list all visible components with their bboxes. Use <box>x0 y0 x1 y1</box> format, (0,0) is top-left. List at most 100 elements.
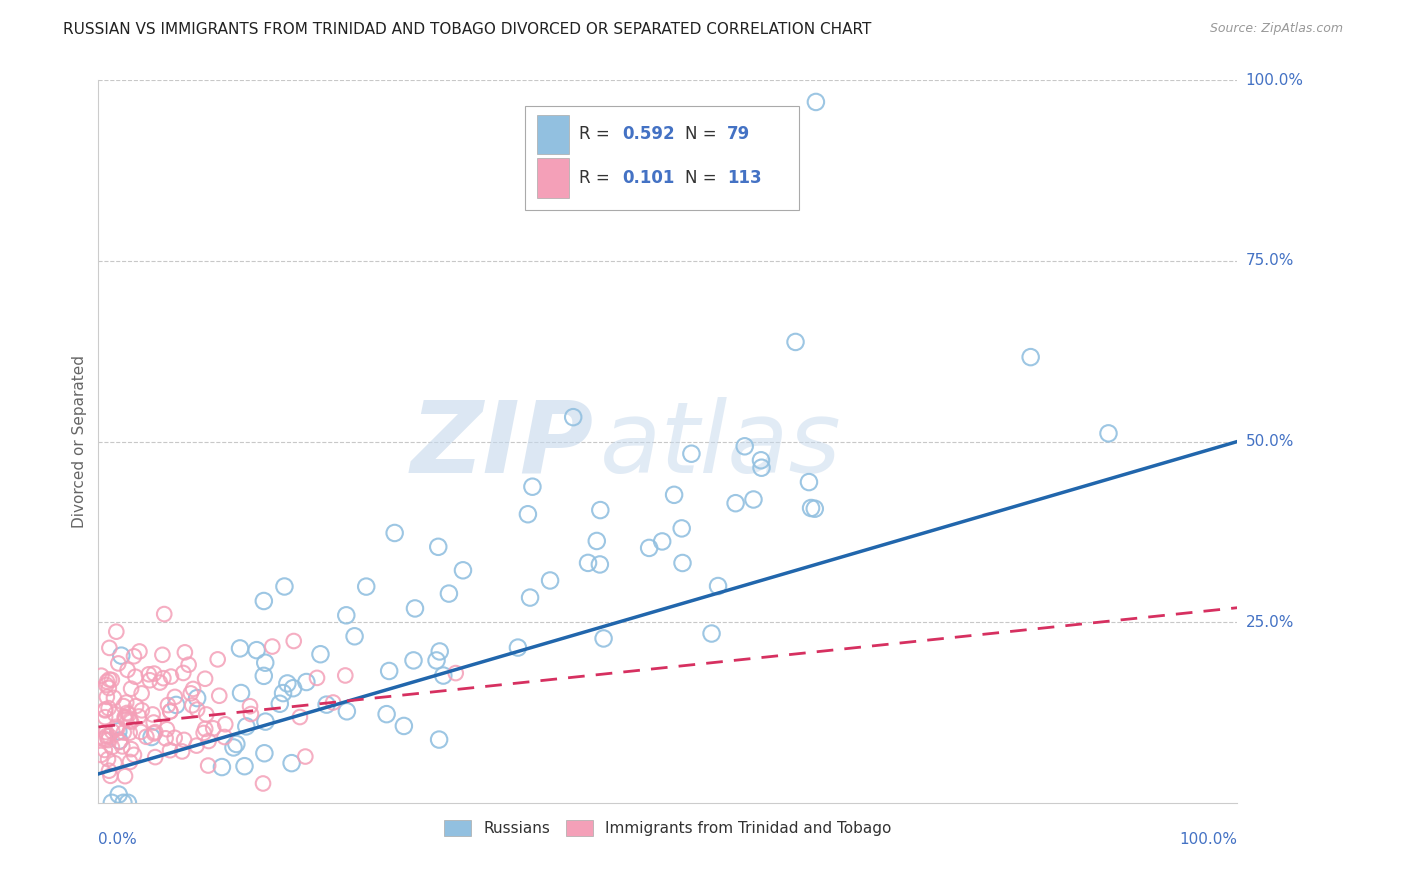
Point <box>115 696 138 710</box>
Point <box>141 730 163 744</box>
Point <box>195 707 218 722</box>
Point <box>239 699 262 714</box>
Point <box>378 664 401 678</box>
Point <box>117 663 139 677</box>
Point <box>128 709 150 723</box>
Point <box>211 760 233 774</box>
Point <box>522 480 544 494</box>
Point <box>429 644 451 658</box>
Point <box>112 796 135 810</box>
Point <box>94 725 117 739</box>
Point <box>149 675 172 690</box>
Point <box>246 643 269 657</box>
Point <box>402 653 425 667</box>
Point <box>142 707 165 722</box>
Point <box>156 698 179 712</box>
Point <box>129 724 152 739</box>
Point <box>112 699 135 714</box>
Text: 0.0%: 0.0% <box>98 831 138 847</box>
Point <box>107 788 129 802</box>
Point <box>120 681 142 696</box>
Point <box>444 666 467 681</box>
Point <box>233 759 256 773</box>
Point <box>97 733 120 747</box>
Point <box>193 726 215 740</box>
Point <box>202 721 225 735</box>
Point <box>186 691 208 706</box>
Point <box>103 690 125 705</box>
Point <box>803 501 825 516</box>
Point <box>451 563 474 577</box>
Text: 100.0%: 100.0% <box>1180 831 1237 847</box>
Point <box>797 475 820 489</box>
Point <box>197 758 219 772</box>
Point <box>120 742 142 756</box>
Point <box>98 640 121 655</box>
Point <box>180 686 202 700</box>
Point <box>125 699 148 714</box>
Point <box>335 608 357 623</box>
Point <box>335 668 357 682</box>
Point <box>804 95 827 109</box>
Point <box>734 439 756 453</box>
Point <box>108 733 131 747</box>
Text: 50.0%: 50.0% <box>1246 434 1294 449</box>
Point <box>131 686 153 700</box>
Point <box>392 719 415 733</box>
Point <box>165 698 187 712</box>
Text: atlas: atlas <box>599 397 841 493</box>
Point <box>98 673 121 687</box>
Point <box>194 722 217 736</box>
Point <box>305 671 328 685</box>
Point <box>427 540 450 554</box>
Point <box>707 579 730 593</box>
Point <box>110 648 132 663</box>
Point <box>336 704 359 718</box>
Point <box>159 705 181 719</box>
Point <box>159 704 181 718</box>
Point <box>153 607 176 621</box>
Point <box>749 453 772 467</box>
Point <box>156 723 179 737</box>
Point <box>519 591 541 605</box>
Point <box>160 670 183 684</box>
Text: RUSSIAN VS IMMIGRANTS FROM TRINIDAD AND TOBAGO DIVORCED OR SEPARATED CORRELATION: RUSSIAN VS IMMIGRANTS FROM TRINIDAD AND … <box>63 22 872 37</box>
Point <box>724 496 747 510</box>
Point <box>115 706 138 720</box>
Point <box>143 726 166 740</box>
Point <box>751 460 773 475</box>
Point <box>671 556 693 570</box>
Bar <box>537 114 569 154</box>
Point <box>163 731 186 745</box>
Point <box>214 717 236 731</box>
Point <box>172 744 194 758</box>
Point <box>114 769 136 783</box>
Point <box>309 647 332 661</box>
Point <box>585 533 607 548</box>
Point <box>159 743 181 757</box>
Point <box>516 507 538 521</box>
Point <box>1097 426 1119 441</box>
Point <box>315 698 337 712</box>
Point <box>343 629 366 643</box>
Point <box>173 645 195 659</box>
Point <box>404 601 426 615</box>
Point <box>214 730 236 744</box>
Point <box>207 652 229 666</box>
Point <box>1019 350 1042 364</box>
Point <box>651 534 673 549</box>
Point <box>155 731 177 746</box>
Point <box>94 743 117 757</box>
Point <box>97 752 120 766</box>
Point <box>96 690 118 704</box>
Point <box>197 734 219 748</box>
Point <box>105 720 128 734</box>
Point <box>111 739 134 754</box>
Point <box>427 732 450 747</box>
Point <box>181 698 204 713</box>
Point <box>222 740 245 755</box>
Point <box>671 521 693 535</box>
Point <box>280 756 302 771</box>
Point <box>118 714 141 728</box>
Legend: Russians, Immigrants from Trinidad and Tobago: Russians, Immigrants from Trinidad and T… <box>437 814 898 842</box>
